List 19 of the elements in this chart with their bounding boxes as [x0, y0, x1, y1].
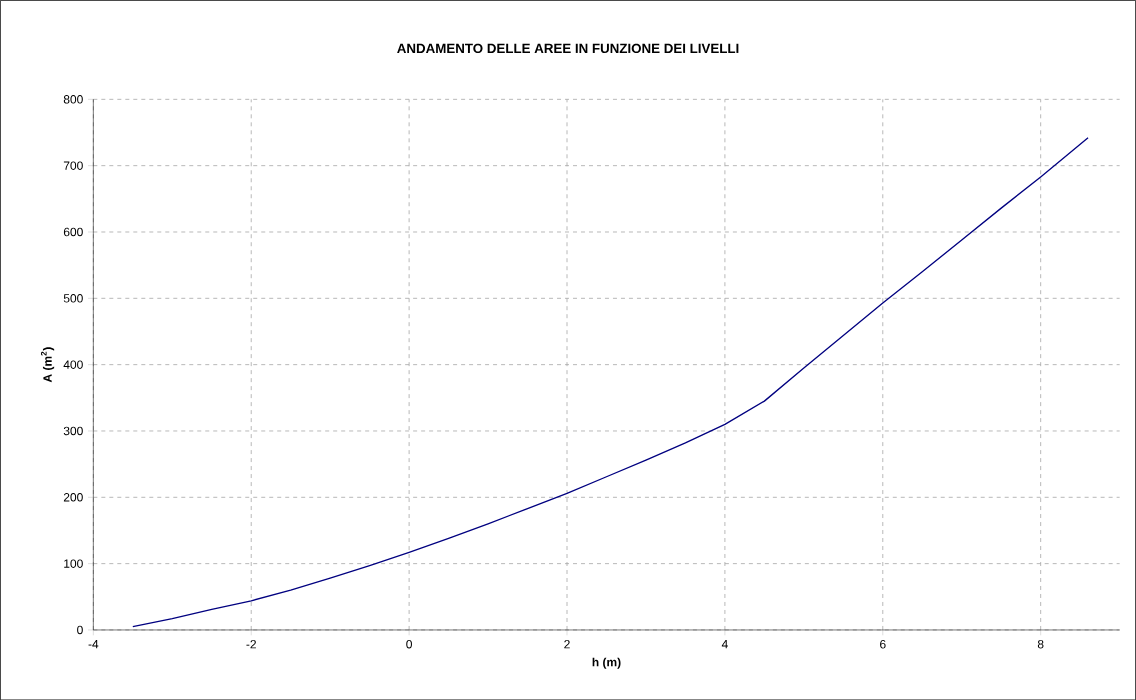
chart-title: ANDAMENTO DELLE AREE IN FUNZIONE DEI LIVELLI [397, 43, 739, 53]
y-tick-label: 200 [63, 492, 83, 502]
x-tick-label: 0 [406, 639, 412, 649]
y-tick-label: 100 [64, 559, 83, 568]
y-tick-label: 500 [63, 293, 83, 303]
x-axis-title: h (m) [592, 657, 621, 669]
x-tick-label: 6 [880, 639, 886, 649]
x-tick-label: 2 [564, 639, 570, 649]
x-tick-label: -4 [88, 639, 99, 649]
y-tick-label: 400 [63, 360, 83, 369]
y-tick-label: 300 [63, 426, 83, 436]
y-tick-label: 800 [63, 94, 83, 104]
y-tick-label: 0 [77, 625, 83, 635]
y-axis-title: A (m$^{2}$) [40, 347, 55, 383]
x-tick-label: -2 [246, 639, 256, 649]
y-tick-label: 600 [63, 227, 83, 237]
x-tick-label: 8 [1037, 639, 1044, 649]
x-tick-label: 4 [721, 639, 728, 649]
y-tick-label: 700 [63, 161, 83, 170]
